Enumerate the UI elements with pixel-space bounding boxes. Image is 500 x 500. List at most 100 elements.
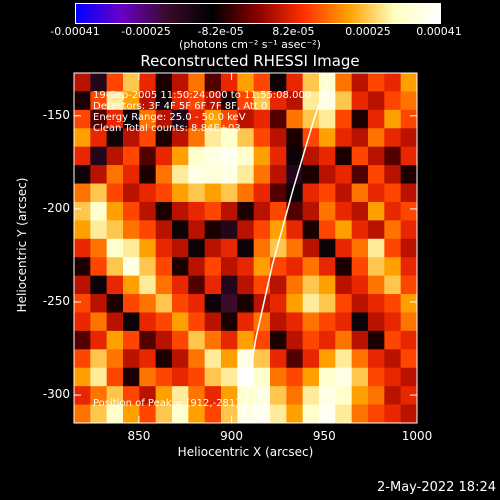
heatmap-cell bbox=[90, 312, 108, 332]
colorbar-tick-label: 0.00041 bbox=[416, 25, 462, 38]
heatmap-cell bbox=[400, 73, 417, 92]
heatmap-cell bbox=[139, 404, 157, 423]
heatmap-cell bbox=[270, 201, 287, 221]
heatmap-cell bbox=[106, 404, 124, 423]
heatmap-cell bbox=[319, 220, 336, 240]
heatmap-cell bbox=[155, 386, 173, 406]
heatmap-cell bbox=[74, 294, 91, 313]
heatmap-cell bbox=[172, 220, 189, 240]
heatmap-cell bbox=[237, 275, 255, 295]
heatmap-cell bbox=[221, 220, 238, 240]
heatmap-cell bbox=[335, 128, 353, 148]
heatmap-cell bbox=[400, 183, 417, 203]
heatmap-cell bbox=[139, 330, 157, 350]
heatmap-cell bbox=[74, 238, 91, 258]
heatmap-cell bbox=[302, 238, 320, 258]
heatmap-cell bbox=[253, 294, 271, 313]
heatmap-cell bbox=[400, 109, 417, 129]
heatmap-cell bbox=[74, 183, 91, 203]
heatmap-cell bbox=[302, 257, 320, 277]
heatmap-cell bbox=[286, 128, 304, 148]
colorbar-tick-label: -8.2e-05 bbox=[197, 25, 244, 38]
heatmap-cell bbox=[123, 238, 140, 258]
heatmap-cell bbox=[400, 91, 417, 111]
heatmap-cell bbox=[221, 257, 238, 277]
heatmap-cell bbox=[139, 201, 157, 221]
heatmap-cell bbox=[270, 257, 287, 277]
heatmap-cell bbox=[155, 146, 173, 166]
heatmap-cell bbox=[286, 238, 304, 258]
heatmap-cell bbox=[221, 73, 238, 92]
heatmap-cell bbox=[253, 404, 271, 423]
heatmap-cell bbox=[139, 349, 157, 369]
heatmap-cell bbox=[139, 238, 157, 258]
heatmap-cell bbox=[139, 73, 157, 92]
heatmap-plot bbox=[74, 73, 417, 423]
heatmap-cell bbox=[221, 201, 238, 221]
heatmap-cell bbox=[368, 312, 385, 332]
heatmap-cell bbox=[237, 183, 255, 203]
heatmap-cell bbox=[237, 109, 255, 129]
heatmap-cell bbox=[237, 73, 255, 92]
heatmap-cell bbox=[368, 73, 385, 92]
heatmap-cell bbox=[106, 367, 124, 387]
heatmap-cell bbox=[74, 220, 91, 240]
heatmap-cell bbox=[335, 109, 353, 129]
heatmap-cell bbox=[90, 146, 108, 166]
heatmap-cell bbox=[237, 294, 255, 313]
heatmap-cell bbox=[106, 330, 124, 350]
heatmap-cell bbox=[204, 257, 222, 277]
heatmap-cell bbox=[335, 91, 353, 111]
heatmap-cell bbox=[172, 349, 189, 369]
heatmap-cell bbox=[270, 367, 287, 387]
heatmap-cell bbox=[335, 238, 353, 258]
heatmap-cell bbox=[204, 349, 222, 369]
heatmap-cell bbox=[253, 91, 271, 111]
heatmap-cell bbox=[221, 312, 238, 332]
heatmap-cell bbox=[237, 404, 255, 423]
colorbar-tick-label: -0.00041 bbox=[50, 25, 100, 38]
heatmap-cell bbox=[368, 404, 385, 423]
heatmap-cell bbox=[400, 312, 417, 332]
heatmap-cell bbox=[188, 128, 206, 148]
heatmap-cell bbox=[74, 91, 91, 111]
heatmap-cell bbox=[204, 183, 222, 203]
heatmap-cell bbox=[253, 238, 271, 258]
heatmap-cell bbox=[253, 165, 271, 185]
heatmap-cell bbox=[74, 312, 91, 332]
heatmap-cell bbox=[368, 349, 385, 369]
heatmap-cell bbox=[172, 146, 189, 166]
heatmap-cell bbox=[172, 73, 189, 92]
heatmap-cell bbox=[188, 201, 206, 221]
heatmap-cell bbox=[123, 404, 140, 423]
heatmap-cell bbox=[253, 220, 271, 240]
heatmap-cell bbox=[319, 275, 336, 295]
heatmap-cell bbox=[172, 312, 189, 332]
heatmap-cell bbox=[351, 73, 369, 92]
heatmap-cell bbox=[155, 294, 173, 313]
heatmap-cell bbox=[74, 275, 91, 295]
heatmap-cell bbox=[106, 109, 124, 129]
heatmap-cell bbox=[90, 128, 108, 148]
heatmap-cell bbox=[74, 349, 91, 369]
y-tick-label: -150 bbox=[42, 107, 70, 122]
heatmap-cell bbox=[351, 146, 369, 166]
heatmap-cell bbox=[139, 257, 157, 277]
heatmap-cell bbox=[106, 183, 124, 203]
heatmap-cell bbox=[188, 386, 206, 406]
annotation-time-range: 19-Sep-2005 11:50:24.000 to 11:55:08.000 bbox=[93, 90, 312, 101]
heatmap-cell bbox=[286, 257, 304, 277]
heatmap-cell bbox=[400, 201, 417, 221]
heatmap-cell bbox=[221, 91, 238, 111]
heatmap-cell bbox=[351, 404, 369, 423]
heatmap-cell bbox=[270, 91, 287, 111]
heatmap-cell bbox=[74, 257, 91, 277]
heatmap-cell bbox=[237, 257, 255, 277]
heatmap-cell bbox=[221, 275, 238, 295]
heatmap-cell bbox=[139, 220, 157, 240]
x-tick-label: 1000 bbox=[401, 429, 433, 443]
heatmap-cell bbox=[123, 294, 140, 313]
heatmap-cell bbox=[400, 146, 417, 166]
heatmap-cell bbox=[90, 73, 108, 92]
heatmap-cell bbox=[286, 73, 304, 92]
